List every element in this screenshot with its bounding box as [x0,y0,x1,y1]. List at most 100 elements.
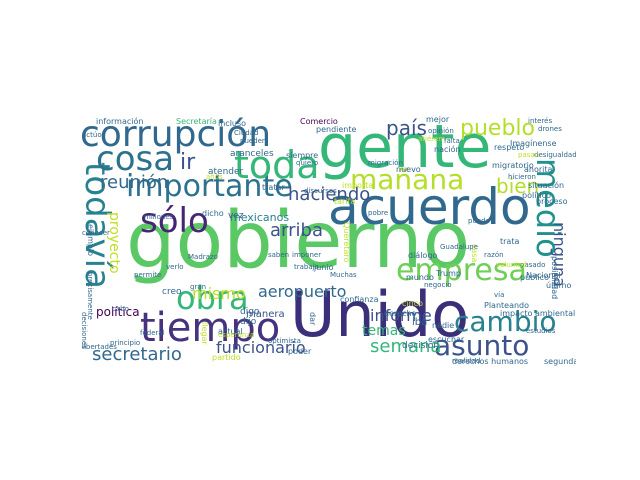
cloud-word: tiempo [140,305,281,351]
cloud-word: dicho [202,209,224,218]
cloud-word: proceso [536,197,568,206]
cloud-word: federal [140,329,165,337]
cloud-word: segunda [544,357,576,366]
cloud-word: pueblo [460,116,535,141]
cloud-word: tarifa [334,197,356,206]
cloud-word: derechos humanos [452,357,529,366]
cloud-word: vía [494,291,505,299]
cloud-word: años [206,173,223,181]
cloud-word: llegar [200,322,209,345]
cloud-word: precisamente [86,272,94,320]
cloud-word: vez [228,211,244,221]
cloud-word: manera [246,309,285,320]
cloud-word: sólo [140,201,209,241]
cloud-word: digo [240,307,260,317]
cloud-word: funcionario [216,338,306,357]
cloud-word: acuerdo [328,178,531,236]
cloud-word: quiero [296,159,319,167]
cloud-word: haciendo [288,184,371,205]
cloud-word: creo [162,287,182,297]
cloud-word: trata [500,237,520,246]
cloud-word: decisión [402,341,440,351]
cloud-word: pobre [368,209,389,217]
cloud-word: público [520,273,549,282]
cloud-word: Secretaría [176,117,217,126]
cloud-word: interés [528,117,553,125]
cloud-word: derecho [384,309,417,318]
cloud-word: política [96,305,140,319]
cloud-word: pasan [518,151,540,159]
cloud-word: migratorio [492,161,534,170]
cloud-word: situación [528,181,565,190]
cloud-word: opinión [428,127,454,135]
cloud-word: Trump [436,269,461,278]
cloud-word: Nacional [526,271,561,280]
cloud-word: Comercio [300,117,338,126]
cloud-word: hicieron [508,173,536,181]
cloud-word: razón [484,251,504,259]
cloud-word: corrupción [80,114,272,155]
cloud-word: pasado [520,261,546,269]
cloud-word: voluntad [496,261,527,269]
cloud-word: actúo [82,131,102,139]
cloud-word: semana [370,336,442,357]
cloud-word: verlo [166,263,184,271]
cloud-word: pueden [240,137,267,145]
cloud-word: falta [444,137,460,145]
cloud-word: cinco [402,299,423,308]
cloud-word: millones [144,213,174,221]
cloud-word: nuevo [396,165,421,174]
cloud-word: estudios [526,327,556,335]
cloud-word: Madrazo [188,253,218,261]
cloud-word: trabajo [294,263,319,271]
cloud-word: diálogo [408,251,438,260]
cloud-word: aranceles [230,149,274,159]
cloud-word: cosa [96,139,175,179]
cloud-word: reunión [100,172,169,193]
cloud-word: permite [134,271,162,279]
cloud-word: partido [212,353,241,362]
cloud-word: toda [234,143,320,187]
cloud-word: obra [176,279,249,317]
word-cloud: gobierno Unido gente acuerdo corrupción tiemp… [80,112,576,368]
cloud-word: importante [126,169,293,204]
cloud-word: escuchar [428,335,465,344]
cloud-word: actual [218,327,243,336]
cloud-word: Imagínense [510,139,557,148]
cloud-word: discursos [304,187,337,195]
cloud-word: país [386,116,427,140]
cloud-word: dijo [240,317,257,327]
cloud-word: desigualdad [534,151,576,159]
cloud-word: saben [268,251,290,259]
cloud-word: respeto [494,143,525,152]
cloud-word: gran [190,283,207,291]
cloud-word: siempre [286,151,319,160]
cloud-word: mismo [192,284,246,303]
cloud-word: mundo [406,273,434,282]
cloud-word: político [522,191,552,200]
cloud-word: mañana [350,163,465,196]
cloud-word: atiérem [418,135,446,143]
cloud-word: arriba [270,220,323,241]
cloud-word: conocer [82,229,110,237]
cloud-word: ir [180,150,196,175]
cloud-word: dar [308,312,317,326]
cloud-word: atender [208,167,244,177]
cloud-word: Guadalupe [440,243,479,251]
cloud-word: mejor [426,115,450,124]
cloud-word: optimista [268,337,301,345]
cloud-word: empresa [396,253,527,288]
cloud-word: ahorita [524,165,553,174]
cloud-word: esperanza [218,331,255,339]
cloud-word: principio [110,339,141,347]
cloud-word: realidad [452,357,481,365]
cloud-word: asunto [434,329,530,362]
cloud-word: gobierno [126,196,471,286]
cloud-word: cambio [454,305,557,338]
cloud-word: mexicanos [230,211,290,224]
cloud-word: último [546,281,572,290]
cloud-word: migración [368,159,403,167]
cloud-word: junio [314,263,334,272]
cloud-word: Querétaro [342,222,351,263]
cloud-word: importa [342,181,374,190]
